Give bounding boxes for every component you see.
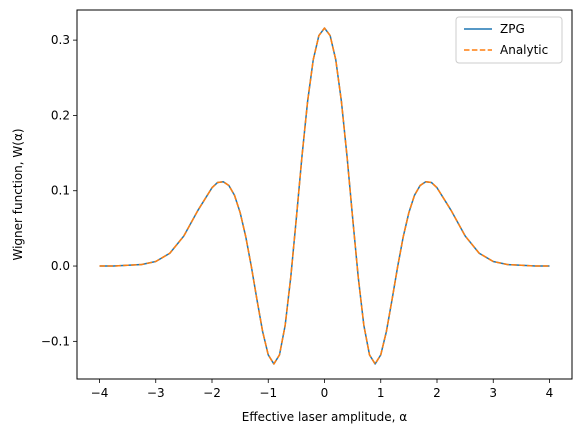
x-tick-label: 1 xyxy=(377,386,385,400)
legend: ZPG Analytic xyxy=(455,16,563,64)
y-tick-label: 0.2 xyxy=(51,108,70,122)
y-tick-label: 0.0 xyxy=(51,259,70,273)
series-layer xyxy=(99,27,550,365)
y-tick-label: 0.3 xyxy=(51,33,70,47)
y-axis-label: Wigner function, W(α) xyxy=(11,128,25,260)
x-tick-label: −3 xyxy=(147,386,165,400)
x-tick-label: −4 xyxy=(91,386,109,400)
x-tick-label: −2 xyxy=(203,386,221,400)
x-tick-label: −1 xyxy=(259,386,277,400)
x-axis-label: Effective laser amplitude, α xyxy=(242,410,408,424)
x-axis-ticks: −4 −3 −2 −1 0 1 2 3 4 xyxy=(91,379,554,400)
y-axis-ticks: −0.1 0.0 0.1 0.2 0.3 xyxy=(41,33,77,348)
legend-label-zpg: ZPG xyxy=(500,22,525,36)
y-tick-label: 0.1 xyxy=(51,184,70,198)
x-tick-label: 0 xyxy=(321,386,329,400)
y-tick-label: −0.1 xyxy=(41,334,70,348)
series-line-analytic xyxy=(99,27,550,365)
legend-label-analytic: Analytic xyxy=(500,43,548,57)
x-tick-label: 4 xyxy=(546,386,554,400)
x-tick-label: 3 xyxy=(489,386,497,400)
x-tick-label: 2 xyxy=(433,386,441,400)
